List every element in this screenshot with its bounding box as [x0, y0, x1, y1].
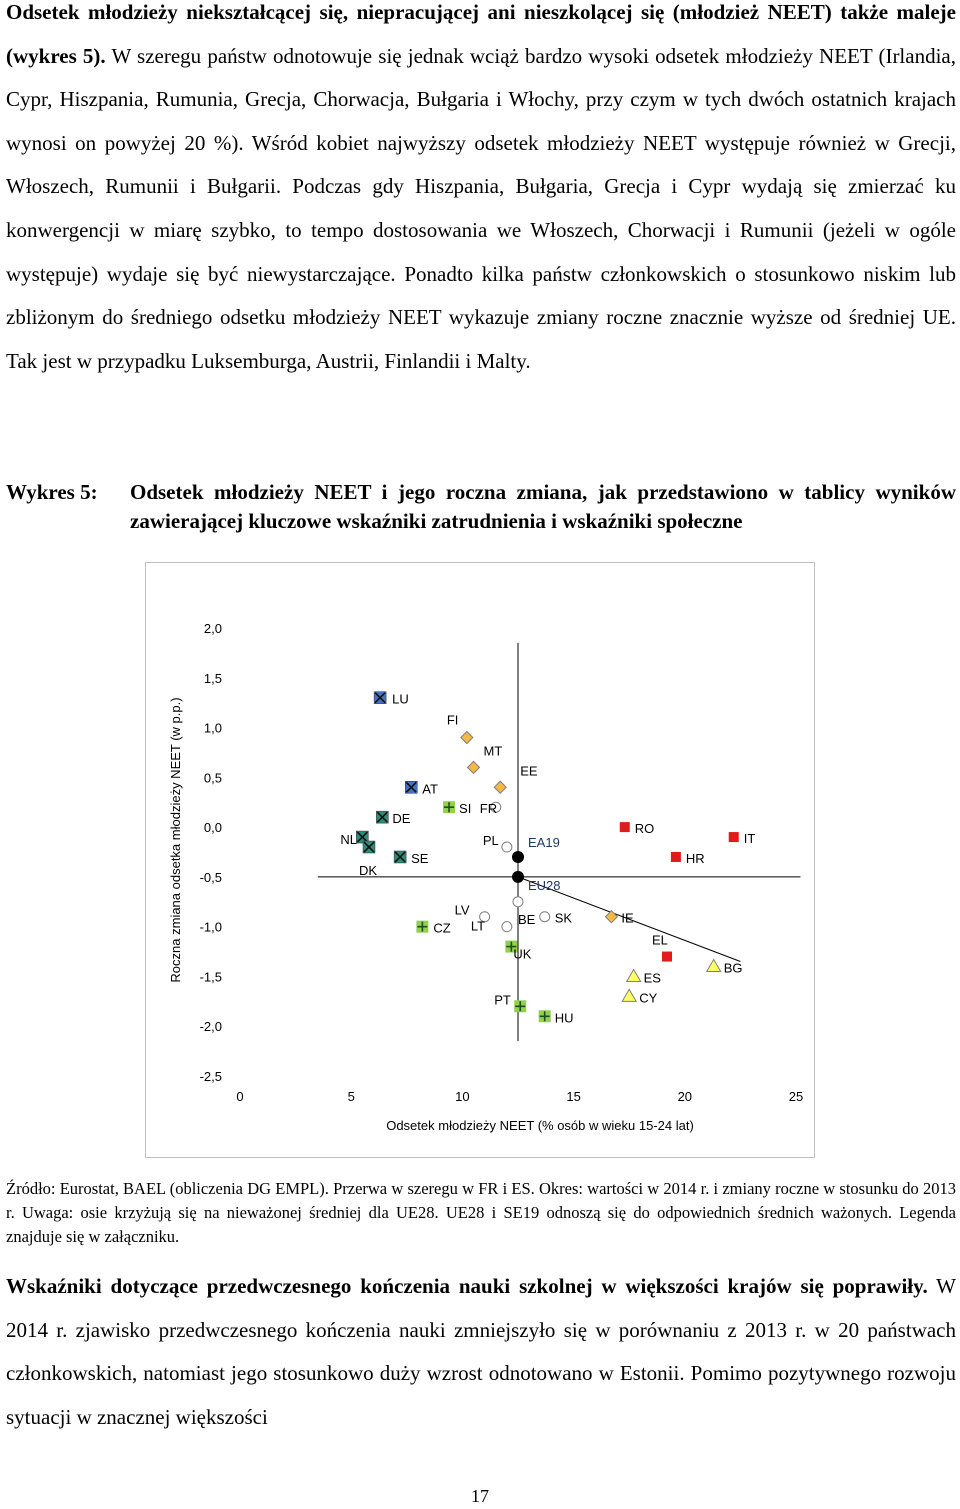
point-label-PT: PT	[494, 992, 511, 1007]
marker-FR	[490, 801, 502, 813]
marker-cross-AT	[405, 781, 417, 793]
point-label-FR: FR	[480, 801, 497, 816]
point-label-SE: SE	[411, 851, 429, 866]
intro-paragraph-lead: Odsetek młodzieży niekształcącej się, ni…	[6, 0, 956, 68]
y-tick-label: -1,5	[200, 969, 222, 984]
y-tick-label: 0,5	[204, 770, 222, 785]
point-label-LU: LU	[392, 692, 409, 707]
marker-RO	[619, 822, 630, 833]
point-label-SI: SI	[459, 801, 471, 816]
marker-plus-HU	[539, 1011, 550, 1022]
point-label-UK: UK	[513, 947, 531, 962]
y-tick-label: 1,5	[204, 671, 222, 686]
point-label-MT: MT	[484, 743, 503, 758]
point-label-HU: HU	[555, 1010, 574, 1025]
early-leavers-paragraph: Wskaźniki dotyczące przedwczesnego kończ…	[6, 1265, 956, 1439]
point-label-CZ: CZ	[433, 921, 450, 936]
marker-cross-DE	[376, 811, 388, 823]
y-tick-label: -0,5	[200, 870, 222, 885]
marker-plus-UK	[506, 941, 517, 952]
x-tick-label: 5	[348, 1089, 355, 1104]
point-label-AT: AT	[422, 781, 438, 796]
point-label-RO: RO	[635, 821, 655, 836]
x-tick-label: 15	[566, 1089, 580, 1104]
marker-cross-NL	[356, 831, 368, 843]
early-leavers-paragraph-lead: Wskaźniki dotyczące przedwczesnego kończ…	[6, 1274, 928, 1298]
figure-caption-text: Odsetek młodzieży NEET i jego roczna zmi…	[130, 480, 956, 533]
chart-svg: 2,0 1,5 1,0 0,5 0,0 -0,5 -1,0 -1,5 -2,0 -2,5 0 5 10 1…	[168, 621, 803, 1133]
y-tick-label: 2,0	[204, 621, 222, 636]
point-label-CY: CY	[639, 990, 657, 1005]
x-tick-label: 10	[455, 1089, 469, 1104]
point-label-DE: DE	[392, 811, 410, 826]
marker-HR	[670, 851, 681, 862]
point-label-NL: NL	[340, 832, 357, 847]
intro-paragraph-body: W szeregu państw odnotowuje się jednak w…	[6, 43, 956, 373]
y-axis-title: Roczna zmiana odsetka młodzieży NEET (w …	[168, 697, 183, 982]
point-label-EU28: EU28	[528, 878, 561, 893]
marker-plus-SI	[444, 802, 455, 813]
marker-MT	[466, 760, 481, 775]
y-tick-label: -1,0	[200, 920, 222, 935]
marker-PL	[501, 841, 513, 853]
y-tick-label: 1,0	[204, 721, 222, 736]
point-label-HR: HR	[686, 851, 705, 866]
marker-cross-DK	[363, 841, 375, 853]
y-tick-label: -2,5	[200, 1069, 222, 1084]
point-label-ES: ES	[644, 970, 662, 985]
marker-SK	[539, 911, 551, 923]
marker-IE	[604, 910, 619, 924]
marker-cross-LU	[374, 692, 386, 704]
point-label-BE: BE	[518, 912, 536, 927]
neet-scatter-chart: 2,0 1,5 1,0 0,5 0,0 -0,5 -1,0 -1,5 -2,0 -2,5 0 5 10 1…	[145, 562, 815, 1158]
marker-BG	[705, 958, 722, 972]
point-label-EE: EE	[520, 763, 538, 778]
point-label-PL: PL	[483, 833, 499, 848]
source-note: Źródło: Eurostat, BAEL (obliczenia DG EM…	[6, 1179, 956, 1246]
point-label-IT: IT	[744, 831, 756, 846]
point-label-DK: DK	[359, 863, 377, 878]
marker-EE	[493, 780, 507, 794]
marker-FI	[460, 730, 474, 745]
point-label-FI: FI	[447, 713, 459, 728]
intro-paragraph: Odsetek młodzieży niekształcącej się, ni…	[6, 0, 956, 383]
marker-BE	[512, 896, 524, 908]
figure-caption-label: Wykres 5:	[6, 480, 98, 504]
marker-IT	[728, 832, 739, 843]
marker-EL	[662, 951, 673, 962]
y-tick-label: -2,0	[200, 1019, 222, 1034]
marker-EU28	[512, 870, 524, 883]
y-tick-label: 0,0	[204, 820, 222, 835]
x-axis-title: Odsetek młodzieży NEET (% osób w wieku 1…	[386, 1118, 694, 1133]
marker-EA19	[512, 850, 524, 863]
x-tick-label: 25	[789, 1089, 803, 1104]
x-tick-label: 0	[236, 1089, 243, 1104]
point-label-EA19: EA19	[528, 835, 560, 850]
point-label-SK: SK	[555, 911, 573, 926]
marker-LT	[501, 921, 513, 933]
point-label-LV: LV	[455, 903, 470, 918]
marker-plus-PT	[515, 1001, 526, 1012]
marker-CY	[621, 988, 638, 1002]
point-label-EL: EL	[652, 933, 668, 948]
x-tick-label: 20	[678, 1089, 692, 1104]
page-number: 17	[471, 1486, 489, 1506]
point-label-BG: BG	[724, 960, 743, 975]
trend-line	[517, 876, 741, 962]
marker-cross-SE	[394, 851, 406, 863]
marker-LV	[479, 911, 491, 923]
point-label-LT: LT	[471, 919, 485, 934]
marker-ES	[625, 968, 642, 982]
point-label-IE: IE	[621, 911, 634, 926]
early-leavers-paragraph-body: W 2014 r. zjawisko przedwczesnego kończe…	[6, 1274, 956, 1429]
marker-plus-CZ	[417, 921, 428, 932]
